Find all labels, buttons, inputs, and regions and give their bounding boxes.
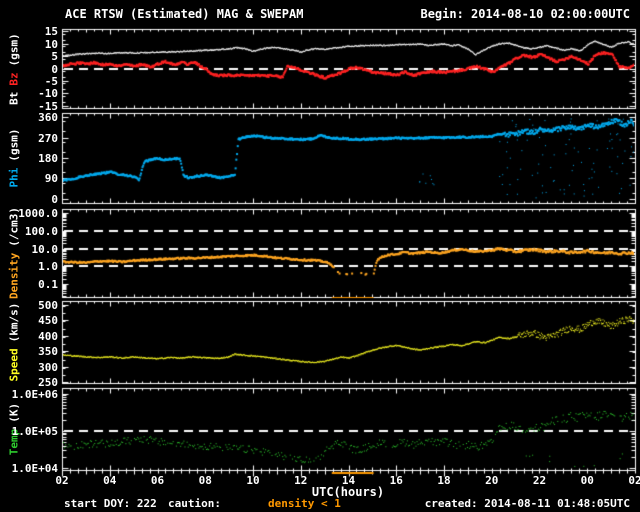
xtick-label: 16 <box>389 474 403 487</box>
xtick-label: 08 <box>198 474 212 487</box>
xtick-label: 22 <box>532 474 547 487</box>
xtick-label: 02 <box>628 474 640 487</box>
ytick-label-temp: 1.0E+04 <box>11 462 58 476</box>
footer-created-timestamp: created: 2014-08-11 01:48:05UTC <box>424 497 630 510</box>
ytick-label-mag: -10 <box>38 87 58 101</box>
ytick-label-phi: 90 <box>44 172 58 186</box>
footer-start-doy: start DOY: 222 <box>64 497 157 510</box>
ytick-label-phi: 180 <box>38 152 58 165</box>
begin-timestamp: Begin: 2014-08-10 02:00:00UTC <box>420 7 630 21</box>
ytick-label-mag: 0 <box>51 62 58 76</box>
xtick-label: 02 <box>55 474 69 487</box>
ytick-label-speed: 400 <box>38 329 58 343</box>
ytick-label-temp: 1.0E+05 <box>11 424 58 438</box>
ytick-label-mag: -5 <box>44 74 58 88</box>
ytick-label-density: 10.0 <box>31 242 59 256</box>
ytick-label-phi: 360 <box>38 111 58 125</box>
ytick-label-mag: -15 <box>38 99 58 113</box>
ytick-label-density: 1.0 <box>38 260 58 274</box>
ytick-label-phi: 0 <box>51 192 58 206</box>
xtick-label: 18 <box>437 474 451 487</box>
x-axis-title: UTC(hours) <box>311 485 385 499</box>
xtick-label: 04 <box>103 474 117 487</box>
ytick-label-speed: 500 <box>38 299 58 313</box>
xtick-label: 10 <box>246 474 260 487</box>
y-axis-label-part: Density <box>7 252 21 300</box>
ytick-label-speed: 350 <box>38 345 58 359</box>
ytick-label-speed: 300 <box>38 360 58 374</box>
ytick-label-temp: 1.0E+06 <box>11 387 58 401</box>
ytick-label-mag: 15 <box>44 25 58 39</box>
footer-caution-value: density < 1 <box>268 497 341 510</box>
xtick-label: 20 <box>485 474 499 487</box>
ytick-label-mag: 10 <box>44 37 58 51</box>
ytick-label-speed: 250 <box>38 376 58 390</box>
xtick-label: 12 <box>294 474 308 487</box>
footer-caution-label: caution: <box>168 497 221 510</box>
page-title: ACE RTSW (Estimated) MAG & SWEPAM <box>65 7 304 21</box>
ytick-label-phi: 270 <box>38 131 58 145</box>
xtick-label: 00 <box>580 474 594 487</box>
ytick-label-density: 1000.0 <box>18 207 58 221</box>
ytick-label-density: 100.0 <box>24 225 58 238</box>
ytick-label-speed: 450 <box>38 314 58 328</box>
y-axis-label-part: (K) <box>7 402 21 423</box>
xtick-label: 14 <box>341 474 356 487</box>
ytick-label-mag: 5 <box>51 50 58 64</box>
ytick-label-density: 0.1 <box>38 277 58 291</box>
xtick-label: 06 <box>150 474 165 487</box>
